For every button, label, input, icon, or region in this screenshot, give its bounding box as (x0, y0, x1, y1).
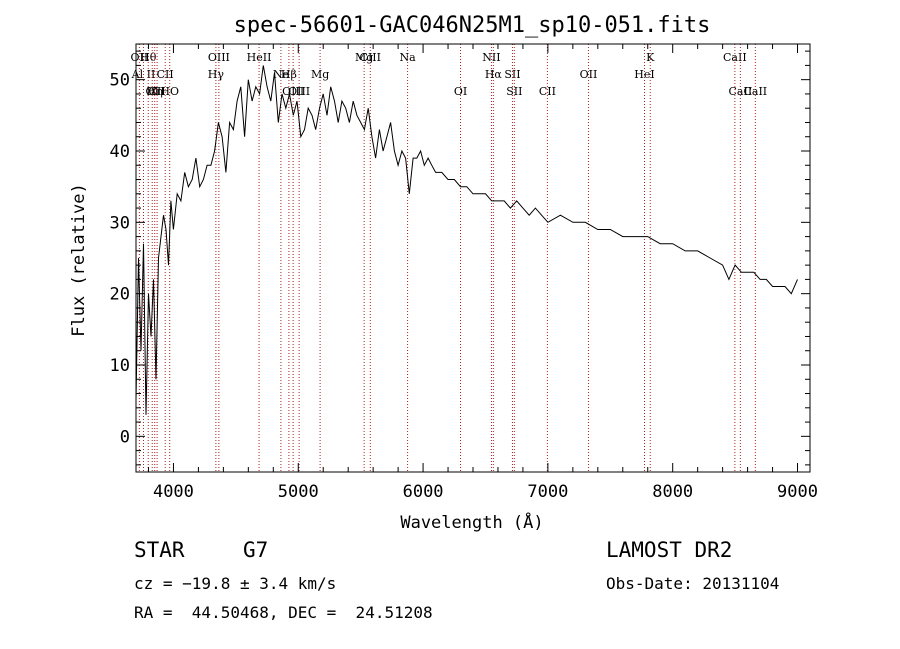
spectrum-line (135, 65, 798, 415)
survey-name: LAMOST DR2 (606, 538, 733, 562)
y-tick-label: 10 (110, 356, 130, 376)
line-marker-label: Hη (147, 85, 163, 98)
obs-date: Obs-Date: 20131104 (606, 574, 780, 593)
y-tick-label: 40 (110, 142, 130, 162)
line-marker-label: CII (539, 85, 556, 98)
y-axis-label: Flux (relative) (69, 183, 89, 337)
coordinates: RA = 44.50468, DEC = 24.51208 (134, 603, 433, 622)
x-tick-label: 5000 (278, 482, 319, 502)
x-tick-label: 6000 (403, 482, 444, 502)
line-marker-label: OIII (208, 51, 230, 64)
line-marker-label: Hα (485, 68, 503, 81)
line-marker-label: Ne (273, 68, 289, 81)
x-tick-label: 8000 (652, 482, 693, 502)
y-axis-ticks: 0 10 20 30 40 50 (110, 50, 810, 466)
line-marker-label: OI (454, 85, 467, 98)
y-tick-label: 30 (110, 213, 130, 233)
line-marker-label: SII (506, 85, 522, 98)
line-marker-label: CII (157, 68, 174, 81)
line-marker-label: OII (131, 51, 149, 64)
line-marker-label: Na (400, 51, 417, 64)
line-marker-label: Hγ (208, 68, 225, 81)
line-marker-label: Al II (131, 68, 156, 81)
line-marker-label: CaII (743, 85, 767, 98)
line-marker-label: HeI (634, 68, 654, 81)
line-marker-label: Hθ (140, 51, 157, 64)
y-tick-label: 0 (120, 427, 130, 447)
x-tick-label: 9000 (777, 482, 818, 502)
line-marker-label: CIII (360, 51, 381, 64)
x-axis-label: Wavelength (Å) (400, 511, 543, 533)
line-marker-label: OII (580, 68, 598, 81)
line-marker-label: CII (149, 85, 166, 98)
line-marker-label: Hβ (281, 68, 297, 81)
line-marker-label: OI (146, 85, 159, 98)
x-tick-label: 7000 (527, 482, 568, 502)
object-class: STAR (134, 538, 185, 562)
line-marker-label: HeII (247, 51, 272, 64)
object-subclass: G7 (243, 538, 269, 562)
line-marker-label: Mg (355, 51, 373, 64)
y-tick-label: 20 (110, 285, 130, 305)
line-marker-label: K (646, 51, 655, 64)
line-marker-label: CaII (729, 85, 753, 98)
redshift-text: cz = −19.8 ± 3.4 km/s (134, 574, 337, 593)
line-marker-label: HO (160, 85, 179, 98)
x-tick-label: 4000 (153, 482, 194, 502)
plot-frame (135, 43, 811, 473)
line-marker-label: OIII (288, 85, 310, 98)
line-marker-label: Mg (311, 68, 329, 81)
line-marker-label: NII (482, 51, 500, 64)
y-tick-label: 50 (110, 71, 130, 91)
line-marker-label: OIII (282, 85, 304, 98)
chart-title: spec-56601-GAC046N25M1_sp10-051.fits (234, 13, 711, 38)
line-marker-label: SII (504, 68, 520, 81)
line-marker-label: CaII (723, 51, 747, 64)
x-axis-ticks: 4000 5000 6000 7000 8000 9000 (147, 44, 818, 502)
